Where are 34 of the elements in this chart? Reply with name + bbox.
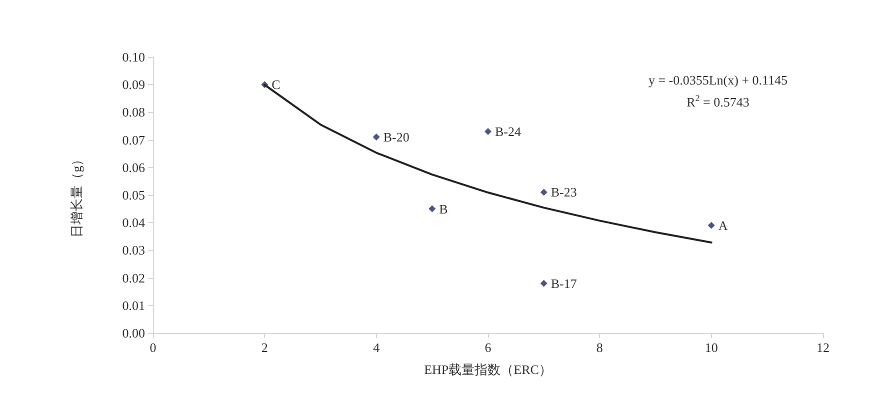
x-tick-label: 12 (816, 340, 830, 355)
point (540, 188, 548, 196)
x-tick-label: 8 (596, 340, 603, 355)
point (540, 280, 548, 287)
annotation: C (272, 77, 280, 92)
y-tick-label: 0.08 (122, 104, 145, 120)
y-tick-label: 0.10 (122, 50, 145, 64)
y-tick-label: 0.04 (122, 215, 146, 230)
x-axis-title: EHP载量指数（ERC） (424, 362, 552, 377)
y-tick-label: 0.03 (122, 242, 145, 258)
x-tick-label: 10 (704, 340, 718, 355)
point (708, 222, 715, 229)
annotation: y = -0.0355Ln(x) + 0.1145 (648, 72, 788, 88)
annotation: B-23 (550, 184, 577, 200)
x-tick-label: 4 (373, 340, 380, 355)
annotation: B-17 (550, 276, 578, 291)
y-tick-label: 0.07 (122, 132, 146, 148)
x-tick-label: 2 (261, 340, 268, 355)
annotation: B-20 (383, 130, 410, 145)
annotation: B (439, 201, 448, 216)
y-tick-label: 0.06 (122, 160, 146, 175)
point (428, 205, 436, 212)
y-tick-label: 0.02 (122, 270, 145, 286)
y-tick-label: 0.05 (122, 188, 145, 202)
annotation: A (718, 218, 728, 233)
x-tick-label: 0 (150, 340, 156, 355)
y-tick-label: 0.00 (122, 326, 145, 340)
y-tick-label: 0.01 (122, 298, 145, 313)
y-tick-label: 0.09 (122, 77, 145, 92)
point (372, 134, 380, 141)
x-tick-label: 6 (484, 340, 492, 355)
point (484, 128, 492, 136)
annotation: B-24 (495, 124, 522, 140)
y-axis-title: 日增长量（g） (69, 152, 84, 238)
